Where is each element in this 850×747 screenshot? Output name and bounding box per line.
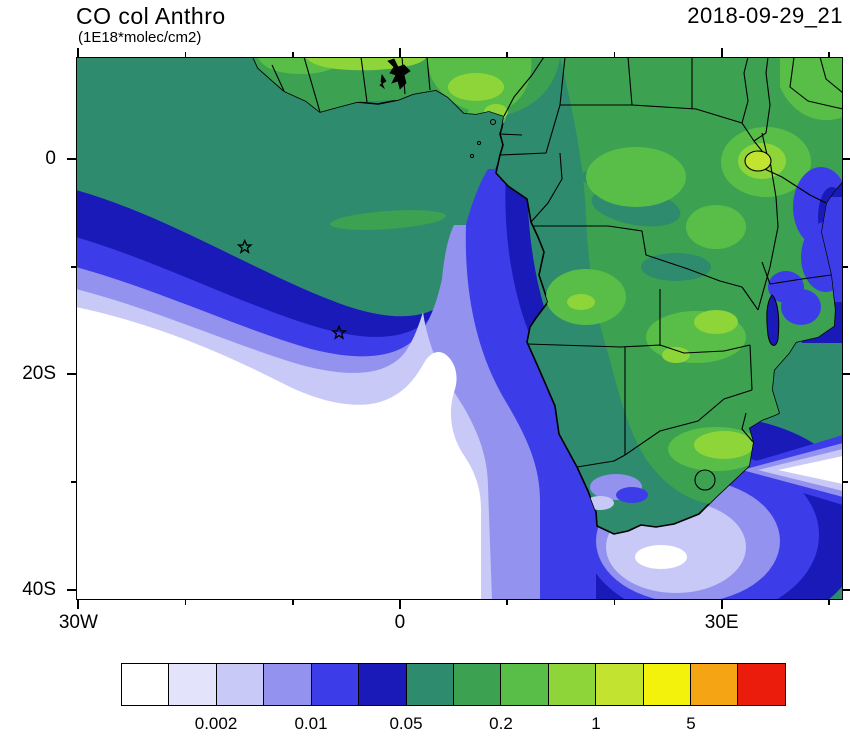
- axis-tick: [292, 52, 294, 57]
- gulf-islands: [469, 119, 496, 159]
- colorbar-box: [595, 663, 644, 706]
- lake-malawi: [766, 294, 780, 346]
- axis-tick: [67, 373, 76, 376]
- axis-tick: [843, 373, 850, 376]
- axis-tick: [843, 481, 848, 483]
- axis-tick: [843, 266, 848, 268]
- colorbar-labels: 0.002 0.01 0.05 0.2 1 5: [121, 714, 786, 738]
- x-axis-label: 0: [394, 612, 406, 633]
- colorbar-tick-label: 0.01: [294, 714, 328, 733]
- axis-tick: [398, 48, 401, 57]
- axis-tick: [613, 600, 616, 605]
- colorbar-tick-label: 1: [591, 714, 601, 733]
- y-axis-label: 40S: [22, 578, 56, 600]
- colorbar: [121, 663, 786, 706]
- axis-tick: [843, 588, 850, 591]
- colorbar-tick-label: 0.2: [489, 714, 513, 733]
- axis-tick: [77, 600, 80, 609]
- axis-tick: [71, 266, 76, 268]
- lesotho-border: [694, 469, 716, 491]
- axis-tick: [67, 588, 76, 591]
- axis-tick: [77, 48, 80, 57]
- plot-title: CO col Anthro: [76, 3, 226, 29]
- colorbar-tick-label: 5: [686, 714, 696, 733]
- plot-date-label: 2018-09-29_21: [687, 3, 843, 28]
- colorbar-box: [547, 663, 597, 706]
- colorbar-box: [263, 663, 312, 706]
- axis-tick: [828, 600, 830, 605]
- lake-victoria: [744, 150, 772, 172]
- plot-units-label: (1E18*molec/cm2): [78, 29, 202, 46]
- colorbar-box: [310, 663, 360, 706]
- colorbar-box: [500, 663, 549, 706]
- plot-area: 30W 0 30E 0 20S 40S: [22, 48, 850, 633]
- axis-tick: [506, 52, 508, 57]
- y-axis-label: 0: [45, 148, 56, 170]
- ocean-green-patch: [330, 210, 446, 230]
- axis-tick: [613, 52, 616, 57]
- colorbar-box: [690, 663, 739, 706]
- axis-tick: [720, 48, 723, 57]
- x-axis-label: 30W: [58, 612, 98, 633]
- axis-tick: [828, 52, 830, 57]
- axis-tick: [398, 600, 401, 609]
- lake-volta-scribble: [379, 58, 411, 90]
- map-canvas: [76, 57, 843, 600]
- axis-tick: [843, 158, 850, 161]
- y-axis-label: 20S: [22, 363, 56, 385]
- colorbar-box: [642, 663, 692, 706]
- axis-tick: [184, 600, 187, 605]
- colorbar-tick-label: 0.05: [389, 714, 423, 733]
- axis-tick: [292, 600, 294, 605]
- colorbar-box: [358, 663, 407, 706]
- axis-tick: [67, 158, 76, 161]
- colorbar-box: [405, 663, 454, 706]
- axis-tick: [184, 52, 187, 57]
- colorbar-box: [737, 663, 786, 706]
- country-borders: [271, 57, 843, 491]
- axis-tick: [71, 481, 76, 483]
- axis-tick: [506, 600, 508, 605]
- colorbar-box: [452, 663, 502, 706]
- x-axis-label: 30E: [704, 612, 739, 633]
- colorbar-box: [215, 663, 265, 706]
- colorbar-tick-label: 0.002: [194, 714, 238, 733]
- axis-tick: [720, 600, 723, 609]
- colorbar-box: [168, 663, 217, 706]
- colorbar-box: [121, 663, 170, 706]
